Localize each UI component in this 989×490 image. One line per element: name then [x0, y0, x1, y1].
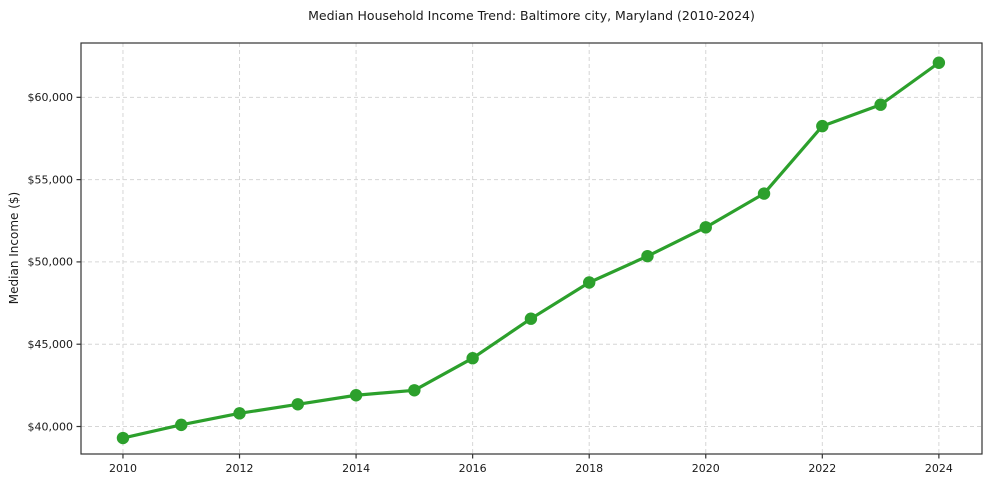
data-point — [233, 407, 246, 420]
x-tick-label: 2010 — [109, 462, 137, 475]
y-tick-label: $40,000 — [28, 420, 74, 433]
y-tick-label: $45,000 — [28, 338, 74, 351]
data-point — [408, 384, 421, 397]
data-point — [349, 389, 363, 402]
data-point — [116, 431, 130, 445]
data-point — [816, 119, 829, 133]
x-tick-label: 2022 — [808, 462, 836, 475]
x-tick-label: 2016 — [459, 462, 487, 475]
data-point — [524, 312, 538, 325]
x-tick-label: 2020 — [692, 462, 720, 475]
data-point — [699, 221, 712, 234]
y-tick-label: $50,000 — [28, 256, 74, 269]
data-point — [641, 249, 654, 263]
x-tick-label: 2018 — [575, 462, 603, 475]
x-tick-label: 2014 — [342, 462, 370, 475]
x-tick-label: 2012 — [226, 462, 254, 475]
axes-frame — [80, 42, 983, 455]
data-point — [874, 98, 887, 111]
data-point — [932, 56, 946, 69]
y-tick-label: $55,000 — [28, 173, 74, 186]
data-point — [291, 398, 304, 411]
data-point — [466, 352, 479, 365]
data-point — [582, 276, 596, 289]
chart-title: Median Household Income Trend: Baltimore… — [308, 8, 755, 23]
data-point — [757, 187, 771, 200]
y-tick-label: $60,000 — [28, 91, 74, 104]
trend-line — [121, 61, 941, 440]
x-tick-label: 2024 — [925, 462, 953, 475]
data-point — [175, 418, 188, 432]
